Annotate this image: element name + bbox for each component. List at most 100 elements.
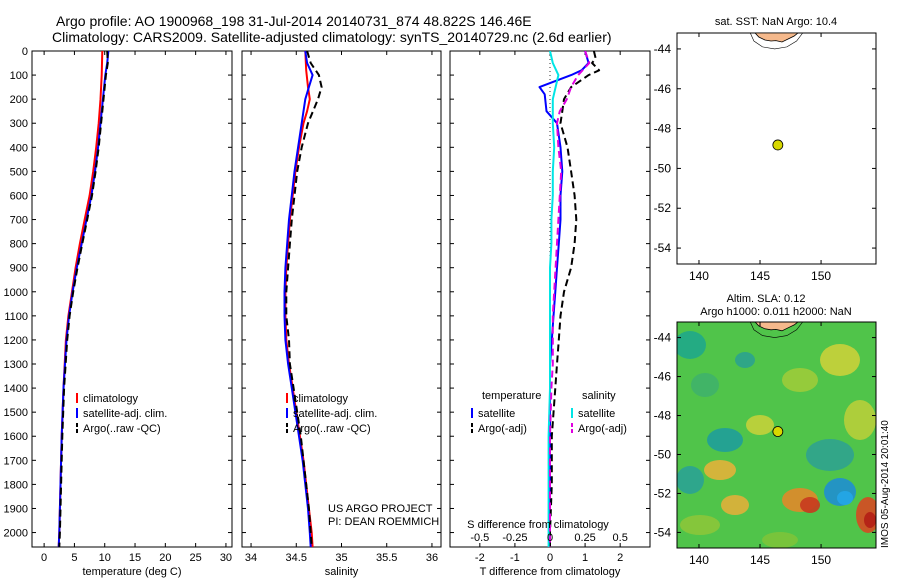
salinity-profile-panel: 34 34.5 35 35.5 36 salinity climatology satelli… xyxy=(241,50,442,578)
depth-tick-label: 2000 xyxy=(4,528,28,540)
map-sst-y-tick-label: -46 xyxy=(654,82,672,96)
argo-position-marker xyxy=(772,139,784,151)
map-sst-title: sat. SST: NaN Argo: 10.4 xyxy=(715,16,837,28)
legend-label: Argo(..raw -QC) xyxy=(83,423,161,435)
depth-tick-label: 600 xyxy=(10,190,28,202)
x-tick-label: 15 xyxy=(129,552,141,564)
depth-tick-label: 800 xyxy=(10,239,28,251)
map-sst-y-tick-label: -50 xyxy=(654,161,672,175)
map-sst-x-tick-label: 145 xyxy=(750,269,770,283)
sla-anomaly-blob xyxy=(677,466,704,494)
map-sla-title1: Altim. SLA: 0.12 xyxy=(727,293,806,305)
series-argo-raw-qc- xyxy=(58,51,109,547)
x-tick-label: 34 xyxy=(245,552,257,564)
x-axis-label: T difference from climatology xyxy=(480,566,621,578)
map-sla-y-tick-label: -54 xyxy=(654,525,672,539)
map-sla-y-tick-label: -48 xyxy=(654,409,672,423)
sla-anomaly-blob xyxy=(837,491,853,505)
figure-title-line1: Argo profile: AO 1900968_198 31-Jul-2014… xyxy=(56,13,532,29)
argo-position-marker xyxy=(772,426,784,437)
x-tick-label: 36 xyxy=(426,552,438,564)
x-tick-label: 20 xyxy=(159,552,171,564)
depth-tick-label: 900 xyxy=(10,263,28,275)
legend-label: Argo(-adj) xyxy=(578,423,627,435)
temperature-profile-frame xyxy=(31,50,233,548)
x-axis-label: temperature (deg C) xyxy=(82,566,181,578)
pi-annotation: PI: DEAN ROEMMICH xyxy=(328,516,439,528)
legend-label: satellite-adj. clim. xyxy=(83,408,167,420)
map-sst-x-tick-label: 140 xyxy=(689,269,709,283)
legend-title-temperature: temperature xyxy=(482,390,541,402)
temperature-series-argo-adj- xyxy=(549,51,601,547)
x-tick-label: 35.5 xyxy=(376,552,397,564)
depth-tick-label: 1400 xyxy=(4,383,28,395)
map-sst: sat. SST: NaN Argo: 10.4 140 145 150 -44 -46 -… xyxy=(654,16,877,283)
legend-label: satellite xyxy=(478,408,515,420)
legend-title-salinity: salinity xyxy=(582,390,616,402)
legend-label: satellite xyxy=(578,408,615,420)
salinity-profile-series xyxy=(283,51,323,547)
map-sla-x-tick-label: 150 xyxy=(811,553,831,567)
top-tick-label: 0.25 xyxy=(574,532,595,544)
sla-anomaly-blob xyxy=(746,415,774,435)
map-sla-y-tick-label: -44 xyxy=(654,331,672,345)
legend-label: climatology xyxy=(83,393,139,405)
shelf-contour xyxy=(750,322,803,338)
sla-anomaly-blob xyxy=(707,428,743,452)
top-tick-label: -0.5 xyxy=(470,532,489,544)
sla-anomaly-blob xyxy=(721,495,749,515)
depth-tick-label: 1500 xyxy=(4,407,28,419)
legend-label: Argo(..raw -QC) xyxy=(293,423,371,435)
map-sst-content xyxy=(750,33,803,151)
depth-tick-label: 100 xyxy=(10,70,28,82)
sla-side-label: IMOS 05-Aug-2014 20:01:40 xyxy=(880,420,891,548)
top-tick-label: 0 xyxy=(547,532,553,544)
sla-anomaly-blob xyxy=(691,373,719,397)
temperature-profile-panel: 0100200300400500600700800900100011001200… xyxy=(4,46,233,578)
map-sst-y-tick-label: -54 xyxy=(654,241,672,255)
depth-tick-label: 1700 xyxy=(4,455,28,467)
depth-tick-label: 0 xyxy=(22,46,28,58)
figure-title-line2: Climatology: CARS2009. Satellite-adjuste… xyxy=(52,29,612,45)
x-tick-label: 5 xyxy=(71,552,77,564)
sla-anomaly-blob xyxy=(782,368,818,392)
depth-tick-label: 1300 xyxy=(4,359,28,371)
sla-anomaly-blob xyxy=(677,331,706,359)
pi-annotation: US ARGO PROJECT xyxy=(328,503,433,515)
x-tick-label: 10 xyxy=(99,552,111,564)
x-tick-label: 34.5 xyxy=(286,552,307,564)
map-sla-title2: Argo h1000: 0.011 h2000: NaN xyxy=(700,306,852,318)
series-argo-raw-qc- xyxy=(285,51,323,547)
depth-tick-label: 1200 xyxy=(4,335,28,347)
sla-anomaly-blob xyxy=(735,352,755,368)
map-sst-y-tick-label: -48 xyxy=(654,122,672,136)
sla-anomaly-blob xyxy=(762,532,798,548)
legend-label: climatology xyxy=(293,393,349,405)
x-tick-label: 0 xyxy=(41,552,47,564)
depth-tick-label: 1000 xyxy=(4,287,28,299)
x-tick-label: 2 xyxy=(617,552,623,564)
depth-tick-label: 700 xyxy=(10,215,28,227)
x-axis-label: salinity xyxy=(325,566,359,578)
map-sla-y-tick-label: -46 xyxy=(654,370,672,384)
shelf-contour xyxy=(750,33,803,50)
sla-anomaly-blob xyxy=(820,344,860,376)
sla-anomaly-blob xyxy=(844,400,876,440)
difference-profile-panel: -2 -1 0 1 2 T difference from climatology temp… xyxy=(449,50,651,578)
depth-tick-label: 300 xyxy=(10,118,28,130)
top-axis-label: S difference from climatology xyxy=(467,519,609,531)
x-tick-label: 0 xyxy=(547,552,553,564)
map-sst-y-tick-label: -52 xyxy=(654,201,672,215)
map-sla-y-tick-label: -52 xyxy=(654,486,672,500)
sla-anomaly-blob xyxy=(800,497,820,513)
sla-anomaly-blob xyxy=(864,512,876,528)
x-tick-label: 30 xyxy=(220,552,232,564)
sla-anomaly-blob xyxy=(704,460,736,480)
map-sla-frame xyxy=(676,321,877,549)
depth-tick-label: 400 xyxy=(10,142,28,154)
difference-profile-series xyxy=(538,51,601,547)
tasmania-land xyxy=(754,322,799,332)
sla-anomaly-blob xyxy=(806,439,854,471)
top-tick-label: 0.5 xyxy=(613,532,628,544)
